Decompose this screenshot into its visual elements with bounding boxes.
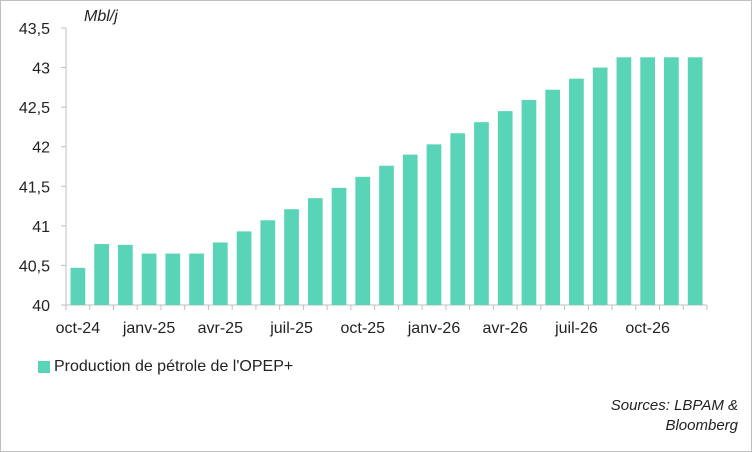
bar [260,220,276,305]
legend-label: Production de pétrole de l'OPEP+ [54,358,294,375]
bar [402,154,418,305]
y-tick-label: 43 [32,61,50,78]
x-tick-label: oct-26 [625,320,670,337]
x-tick-label: oct-24 [56,320,101,337]
y-tick-label: 42 [32,140,50,157]
bar [307,198,323,305]
legend-swatch [38,361,50,373]
y-tick-label: 42,5 [19,100,50,117]
bar [664,57,679,306]
bar [212,242,228,305]
bar [355,176,371,305]
bar [70,267,86,305]
bar [117,244,133,305]
y-tick-label: 43,5 [19,21,50,38]
bar [569,78,584,305]
x-tick-label: janv-25 [122,320,176,337]
bar [141,253,157,305]
y-tick-label: 41,5 [19,179,50,196]
y-tick-label: 41 [32,219,50,236]
sources-line-2: Bloomberg [665,417,738,434]
bar [497,111,513,305]
x-tick-label: avr-26 [483,320,528,337]
legend: Production de pétrole de l'OPEP+ [38,358,293,376]
bar [592,67,608,305]
bar [687,57,703,306]
bar [189,253,204,305]
bar [165,253,181,305]
bar [640,57,656,306]
bar [521,100,537,306]
bar [379,165,394,305]
bar [236,231,252,305]
y-tick-label: 40,5 [19,258,50,275]
bar [426,144,442,305]
x-tick-label: juil-25 [269,320,313,337]
bar [450,133,466,305]
bar [284,209,299,305]
x-tick-label: janv-26 [407,320,461,337]
x-tick-label: avr-25 [198,320,243,337]
bar [94,244,109,305]
sources-line-1: Sources: LBPAM & [610,397,738,414]
x-tick-label: oct-25 [341,320,386,337]
y-unit-label: Mbl/j [84,8,118,25]
bar [616,57,632,306]
bar [474,122,489,306]
y-tick-label: 40 [32,298,50,315]
bar [331,187,347,305]
x-tick-label: juil-26 [554,320,598,337]
bar [545,89,561,305]
sources-note: Sources: LBPAM & Bloomberg [488,396,738,436]
